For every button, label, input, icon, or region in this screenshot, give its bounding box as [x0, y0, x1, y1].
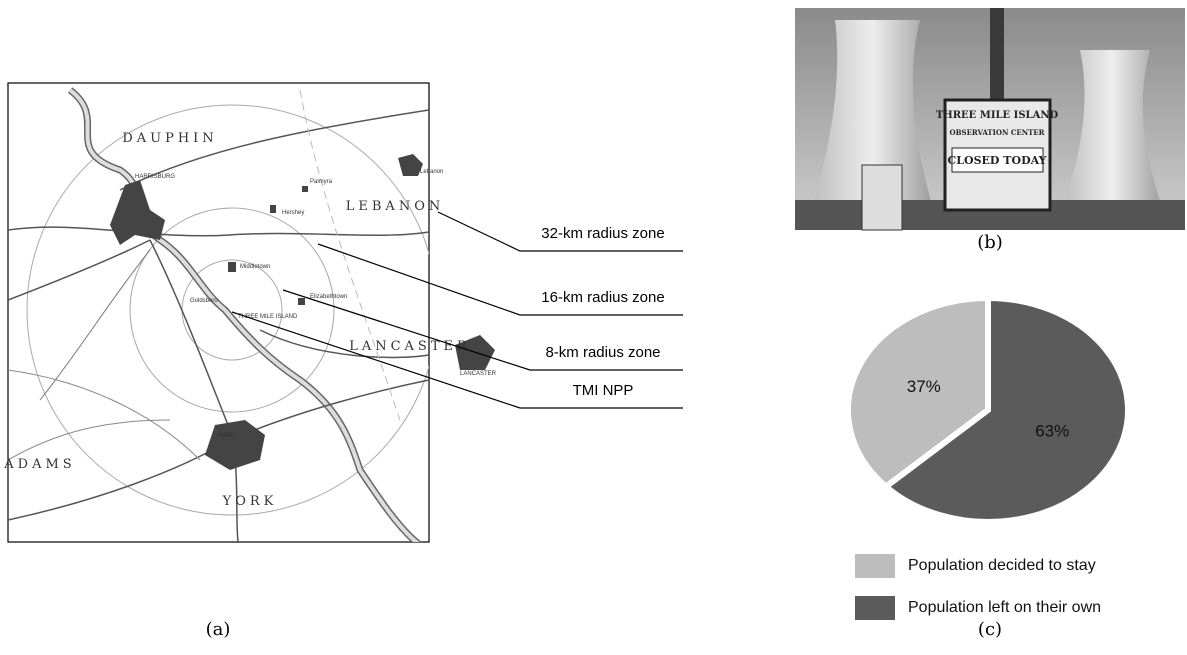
town-label: Lebanon: [420, 169, 443, 175]
pie-chart: 37% 63% Population decided to stay Populati…: [848, 298, 1128, 620]
phone-booth: [862, 165, 902, 230]
zone-label: TMI NPP: [573, 382, 634, 399]
county-label: DAUPHIN: [122, 131, 217, 146]
sign-text: THREE MILE ISLAND: [936, 110, 1059, 121]
sign-text: CLOSED TODAY: [948, 154, 1047, 167]
caption: (c): [978, 619, 1002, 640]
legend-swatch: [855, 554, 895, 578]
town-label: Elizabethtown: [310, 294, 347, 300]
slice-label: 63%: [1035, 422, 1069, 441]
county-label: LANCASTER: [349, 339, 471, 354]
photo: THREE MILE ISLAND OBSERVATION CENTER CLOSE…: [795, 8, 1185, 230]
caption: (b): [977, 232, 1003, 253]
map: DAUPHIN LEBANON LANCASTER ADAMS YORK HARRISBU…: [3, 83, 496, 545]
slice-label: 37%: [907, 377, 941, 396]
zone-label: 32-km radius zone: [541, 225, 664, 242]
town-label: LANCASTER: [460, 371, 497, 377]
zone-label: 8-km radius zone: [545, 344, 660, 361]
town-label: Goldsboro: [190, 298, 218, 304]
sign-text: OBSERVATION CENTER: [950, 128, 1045, 137]
legend-label: Population decided to stay: [908, 557, 1096, 574]
figure: DAUPHIN LEBANON LANCASTER ADAMS YORK HARRISBU…: [0, 0, 1187, 655]
county-label: YORK: [222, 494, 278, 509]
town-label: Hershey: [282, 210, 304, 216]
town-label: YORK: [218, 433, 235, 439]
county-label: ADAMS: [3, 457, 75, 472]
town-label: HARRISBURG: [135, 174, 175, 180]
legend-label: Population left on their own: [908, 599, 1101, 616]
town-label: Middletown: [240, 264, 270, 270]
caption: (a): [206, 619, 231, 640]
county-label: LEBANON: [346, 199, 444, 214]
town-label: Palmyra: [310, 179, 333, 185]
zone-label: 16-km radius zone: [541, 289, 664, 306]
legend-swatch: [855, 596, 895, 620]
